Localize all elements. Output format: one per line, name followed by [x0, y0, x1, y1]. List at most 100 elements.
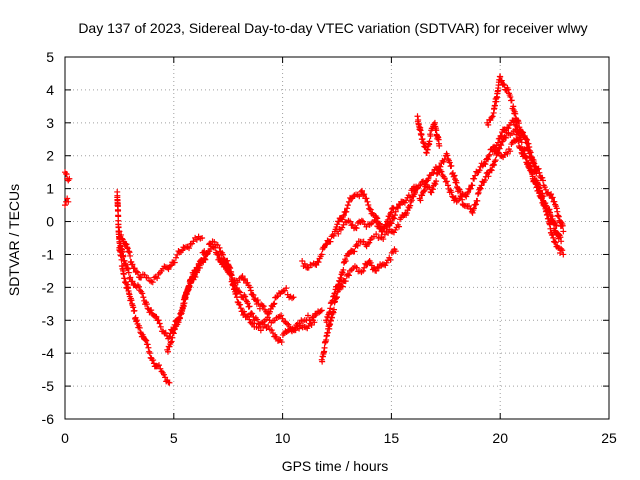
- data-point: [336, 226, 343, 233]
- series-track-3: [114, 188, 173, 386]
- data-point: [278, 339, 285, 346]
- data-point: [421, 187, 428, 194]
- data-point: [190, 238, 197, 245]
- data-point: [448, 162, 455, 169]
- y-tick-label: 3: [46, 115, 54, 131]
- data-point: [510, 118, 517, 125]
- data-point: [364, 240, 371, 247]
- data-point: [256, 305, 263, 312]
- data-point: [143, 337, 150, 344]
- data-point: [125, 269, 132, 276]
- data-point: [437, 163, 444, 170]
- data-point: [265, 323, 272, 330]
- data-point: [541, 184, 548, 191]
- data-point: [482, 161, 489, 168]
- data-point: [430, 169, 437, 176]
- data-point: [508, 97, 515, 104]
- data-point: [525, 140, 532, 147]
- data-point: [127, 274, 134, 281]
- x-tick-label: 25: [601, 430, 617, 446]
- data-point: [237, 305, 244, 312]
- data-point: [444, 152, 451, 159]
- data-point: [140, 294, 147, 301]
- data-point: [365, 201, 372, 208]
- data-point: [393, 204, 400, 211]
- data-point: [485, 152, 492, 159]
- data-points: [62, 73, 567, 386]
- data-point: [381, 231, 388, 238]
- data-point: [329, 232, 336, 239]
- data-point: [345, 272, 352, 279]
- data-point: [311, 319, 318, 326]
- data-point: [194, 264, 201, 271]
- data-point: [391, 212, 398, 219]
- data-point: [420, 188, 427, 195]
- data-point: [339, 224, 346, 231]
- data-point: [135, 283, 142, 290]
- data-point: [418, 131, 425, 138]
- data-point: [283, 285, 290, 292]
- data-point: [387, 256, 394, 263]
- data-point: [292, 327, 299, 334]
- data-point: [514, 126, 521, 133]
- data-point: [549, 231, 556, 238]
- data-point: [489, 113, 496, 120]
- data-point: [342, 258, 349, 265]
- data-point: [246, 316, 253, 323]
- data-point: [353, 225, 360, 232]
- data-point: [483, 170, 490, 177]
- data-point: [464, 189, 471, 196]
- data-point: [470, 205, 477, 212]
- data-point: [118, 231, 125, 238]
- data-point: [419, 136, 426, 143]
- data-point: [131, 307, 138, 314]
- data-point: [469, 209, 476, 216]
- data-point: [531, 160, 538, 167]
- data-point: [353, 264, 360, 271]
- data-point: [181, 300, 188, 307]
- data-point: [438, 168, 445, 175]
- data-point: [62, 202, 68, 209]
- data-point: [244, 279, 251, 286]
- data-point: [120, 252, 127, 259]
- data-point: [150, 357, 157, 364]
- series-track-5: [116, 228, 206, 286]
- data-point: [488, 167, 495, 174]
- data-point: [127, 252, 134, 259]
- series-track-8: [214, 251, 325, 334]
- data-point: [301, 260, 308, 267]
- y-tick-label: -3: [42, 312, 55, 328]
- data-point: [224, 257, 231, 264]
- data-point: [318, 251, 325, 258]
- data-point: [367, 259, 374, 266]
- data-point: [250, 292, 257, 299]
- data-point: [237, 289, 244, 296]
- y-axis-label: SDTVAR / TECUs: [6, 184, 22, 296]
- data-point: [394, 205, 401, 212]
- data-point: [344, 271, 351, 278]
- chart-title: Day 137 of 2023, Sidereal Day-to-day VTE…: [78, 20, 587, 36]
- data-point: [274, 293, 281, 300]
- data-point: [227, 270, 234, 277]
- data-point: [157, 323, 164, 330]
- data-point: [319, 358, 326, 365]
- data-point: [216, 244, 223, 251]
- data-point: [207, 241, 214, 248]
- data-point: [380, 236, 387, 243]
- data-point: [367, 206, 374, 213]
- data-point: [443, 178, 450, 185]
- data-point: [254, 316, 261, 323]
- data-point: [356, 193, 363, 200]
- data-point: [133, 268, 140, 275]
- data-point: [146, 348, 153, 355]
- data-point: [509, 117, 516, 124]
- data-point: [485, 121, 492, 128]
- data-point: [65, 198, 72, 205]
- data-point: [129, 261, 136, 268]
- data-point: [467, 185, 474, 192]
- data-point: [115, 207, 122, 214]
- data-point: [155, 317, 162, 324]
- data-point: [146, 350, 153, 357]
- data-point: [228, 271, 235, 278]
